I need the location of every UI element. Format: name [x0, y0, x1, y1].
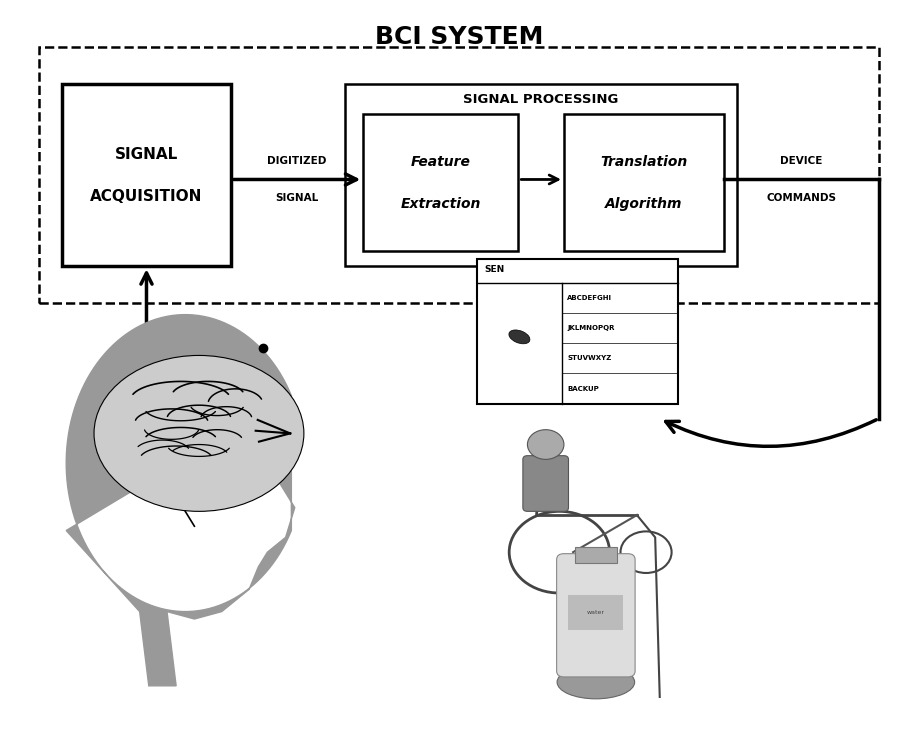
Circle shape	[528, 429, 564, 459]
Text: ACQUISITION: ACQUISITION	[90, 188, 203, 203]
FancyBboxPatch shape	[575, 547, 617, 563]
FancyBboxPatch shape	[523, 456, 568, 512]
Text: BACKUP: BACKUP	[567, 385, 599, 391]
Text: SEN: SEN	[485, 265, 505, 274]
Text: DEVICE: DEVICE	[780, 156, 823, 166]
FancyBboxPatch shape	[364, 114, 519, 251]
Text: SIGNAL: SIGNAL	[115, 147, 178, 162]
Text: ABCDEFGHI: ABCDEFGHI	[567, 295, 612, 301]
Text: Extraction: Extraction	[400, 197, 481, 211]
Text: JKLMNOPQR: JKLMNOPQR	[567, 325, 614, 331]
FancyBboxPatch shape	[564, 114, 723, 251]
Polygon shape	[66, 315, 295, 686]
FancyBboxPatch shape	[62, 85, 231, 266]
Text: Algorithm: Algorithm	[605, 197, 682, 211]
FancyBboxPatch shape	[568, 595, 623, 630]
Ellipse shape	[557, 666, 634, 699]
Text: DIGITIZED: DIGITIZED	[267, 156, 327, 166]
Ellipse shape	[509, 330, 530, 344]
FancyBboxPatch shape	[345, 85, 737, 266]
Text: Feature: Feature	[411, 155, 471, 169]
Text: STUVWXYZ: STUVWXYZ	[567, 355, 611, 361]
Text: Translation: Translation	[600, 155, 688, 169]
FancyBboxPatch shape	[556, 554, 635, 677]
FancyBboxPatch shape	[39, 47, 879, 304]
Text: COMMANDS: COMMANDS	[767, 193, 836, 203]
FancyBboxPatch shape	[477, 259, 678, 404]
Ellipse shape	[94, 355, 304, 512]
Text: SIGNAL: SIGNAL	[275, 193, 319, 203]
Text: BCI SYSTEM: BCI SYSTEM	[375, 25, 543, 49]
Text: water: water	[587, 610, 605, 615]
Text: SIGNAL PROCESSING: SIGNAL PROCESSING	[464, 93, 619, 105]
